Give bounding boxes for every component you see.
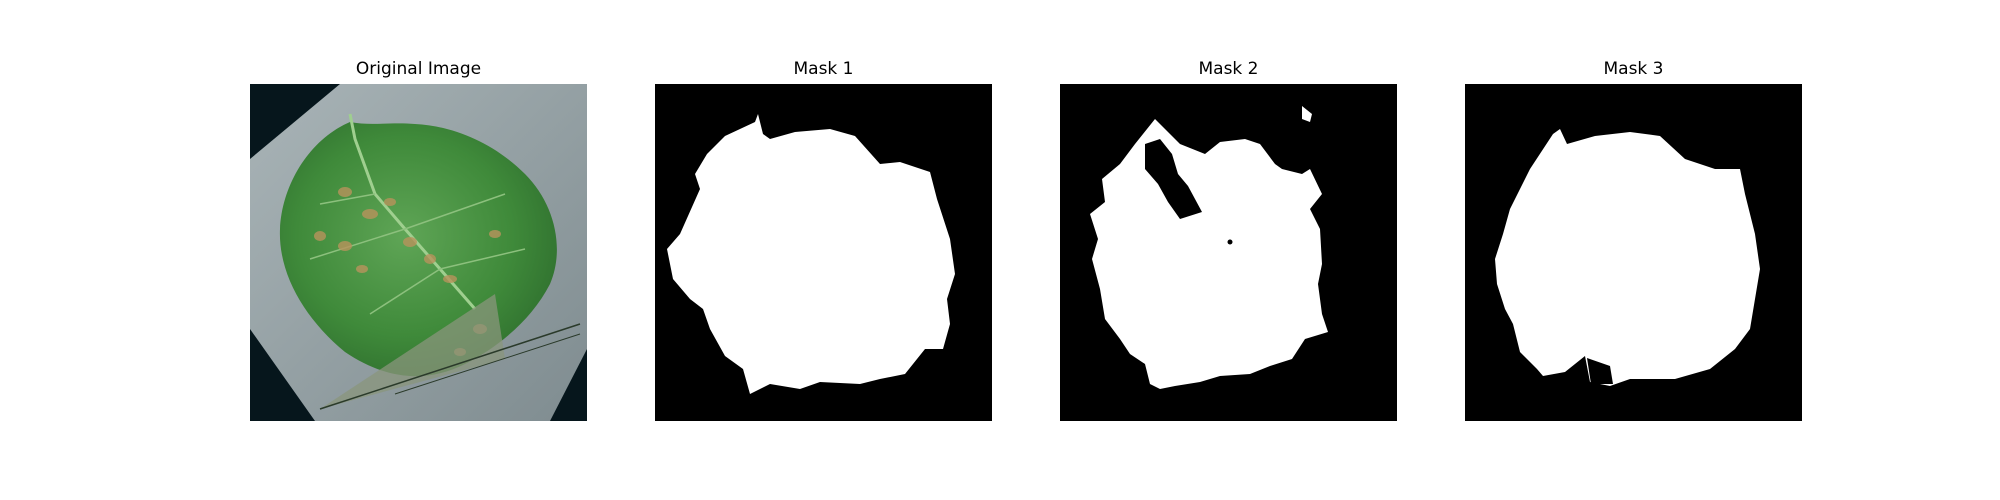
overlay-line [319,323,581,410]
mask-1-image [655,84,992,421]
mask-3-notch [1587,358,1613,384]
mask-2-region [1090,119,1328,389]
leaf-midrib [348,113,477,310]
panel-mask-2: Mask 2 [1060,0,1397,500]
mask-2-speck [1227,239,1233,245]
overlay-line-2 [394,333,581,395]
mask-3-region [1495,129,1760,386]
panel-mask-3: Mask 3 [1465,0,1802,500]
panel-original-image: Original Image [250,0,587,500]
leaf-photo [250,84,587,421]
overlay-triangle [320,294,505,409]
panel-title: Mask 3 [1603,59,1664,79]
panel-title: Mask 1 [793,59,854,79]
mask-3-image [1465,84,1802,421]
panel-title: Original Image [355,59,482,79]
mask-2-blob [1302,106,1312,122]
mask-1-region [667,114,955,394]
panel-mask-1: Mask 1 [655,0,992,500]
leaf-veins [309,193,526,315]
mask-2-hole [1145,139,1202,219]
panel-title: Mask 2 [1198,59,1259,79]
mask-2-image [1060,84,1397,421]
